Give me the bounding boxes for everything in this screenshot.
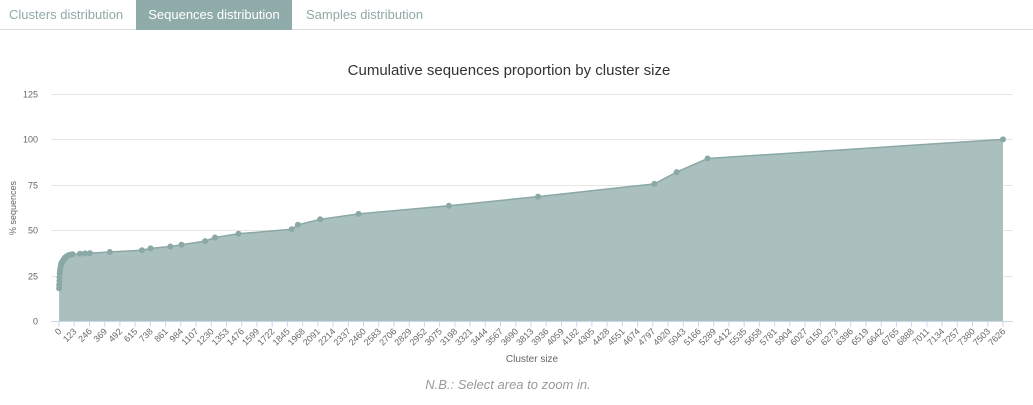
- y-axis-tick-labels: 0 25 50 75 100 125: [23, 90, 38, 327]
- y-tick-label: 75: [28, 181, 38, 191]
- data-point: [704, 155, 711, 162]
- data-point: [82, 250, 88, 257]
- y-tick-label: 0: [33, 317, 38, 327]
- x-tick-label: 615: [122, 326, 140, 344]
- data-point: [147, 245, 154, 252]
- data-point: [212, 234, 218, 241]
- data-point: [86, 250, 93, 257]
- y-tick-label: 100: [23, 135, 38, 145]
- tab-clusters-distribution[interactable]: Clusters distribution: [9, 7, 124, 22]
- data-point: [235, 230, 242, 237]
- data-point: [106, 249, 113, 255]
- data-point: [202, 238, 209, 245]
- data-point: [167, 243, 174, 250]
- y-tick-label: 125: [23, 90, 38, 100]
- x-axis-label: Cluster size: [506, 354, 559, 365]
- y-axis-label: % sequences: [8, 180, 18, 235]
- data-point: [535, 193, 542, 200]
- data-point: [294, 221, 301, 228]
- data-point: [1000, 136, 1006, 143]
- y-tick-label: 25: [28, 272, 38, 282]
- data-point: [77, 250, 83, 257]
- y-tick-label: 50: [28, 226, 38, 236]
- data-points: [56, 136, 1006, 292]
- x-axis-tick-marks: [58, 322, 1004, 327]
- x-tick-label: 123: [61, 326, 79, 344]
- data-point: [69, 251, 76, 258]
- x-axis-tick-labels: 0123246369492615738861984110712301353147…: [53, 326, 1008, 347]
- x-tick-label: 738: [137, 326, 155, 344]
- x-tick-label: 7626: [986, 326, 1007, 347]
- x-tick-label: 492: [107, 326, 125, 344]
- data-point: [138, 247, 145, 254]
- data-point: [445, 202, 452, 209]
- data-point: [673, 169, 680, 176]
- cumulative-sequences-chart[interactable]: Cumulative sequences proportion by clust…: [0, 30, 1033, 375]
- chart-title: Cumulative sequences proportion by clust…: [348, 62, 671, 79]
- data-point: [651, 180, 658, 187]
- data-point: [317, 216, 324, 223]
- x-tick-label: 0: [53, 326, 64, 337]
- zoom-hint-note: N.B.: Select area to zoom in.: [425, 377, 591, 392]
- tab-samples-distribution[interactable]: Samples distribution: [306, 7, 424, 22]
- data-point: [288, 226, 295, 233]
- x-tick-label: 246: [76, 326, 94, 344]
- data-point: [178, 241, 185, 248]
- tab-sequences-distribution[interactable]: Sequences distribution: [136, 0, 292, 30]
- data-point: [355, 210, 362, 217]
- x-tick-label: 369: [91, 326, 109, 344]
- tab-bar: Clusters distribution Sequences distribu…: [0, 0, 1033, 30]
- cumulative-area: [59, 139, 1004, 321]
- x-tick-label: 861: [152, 326, 170, 344]
